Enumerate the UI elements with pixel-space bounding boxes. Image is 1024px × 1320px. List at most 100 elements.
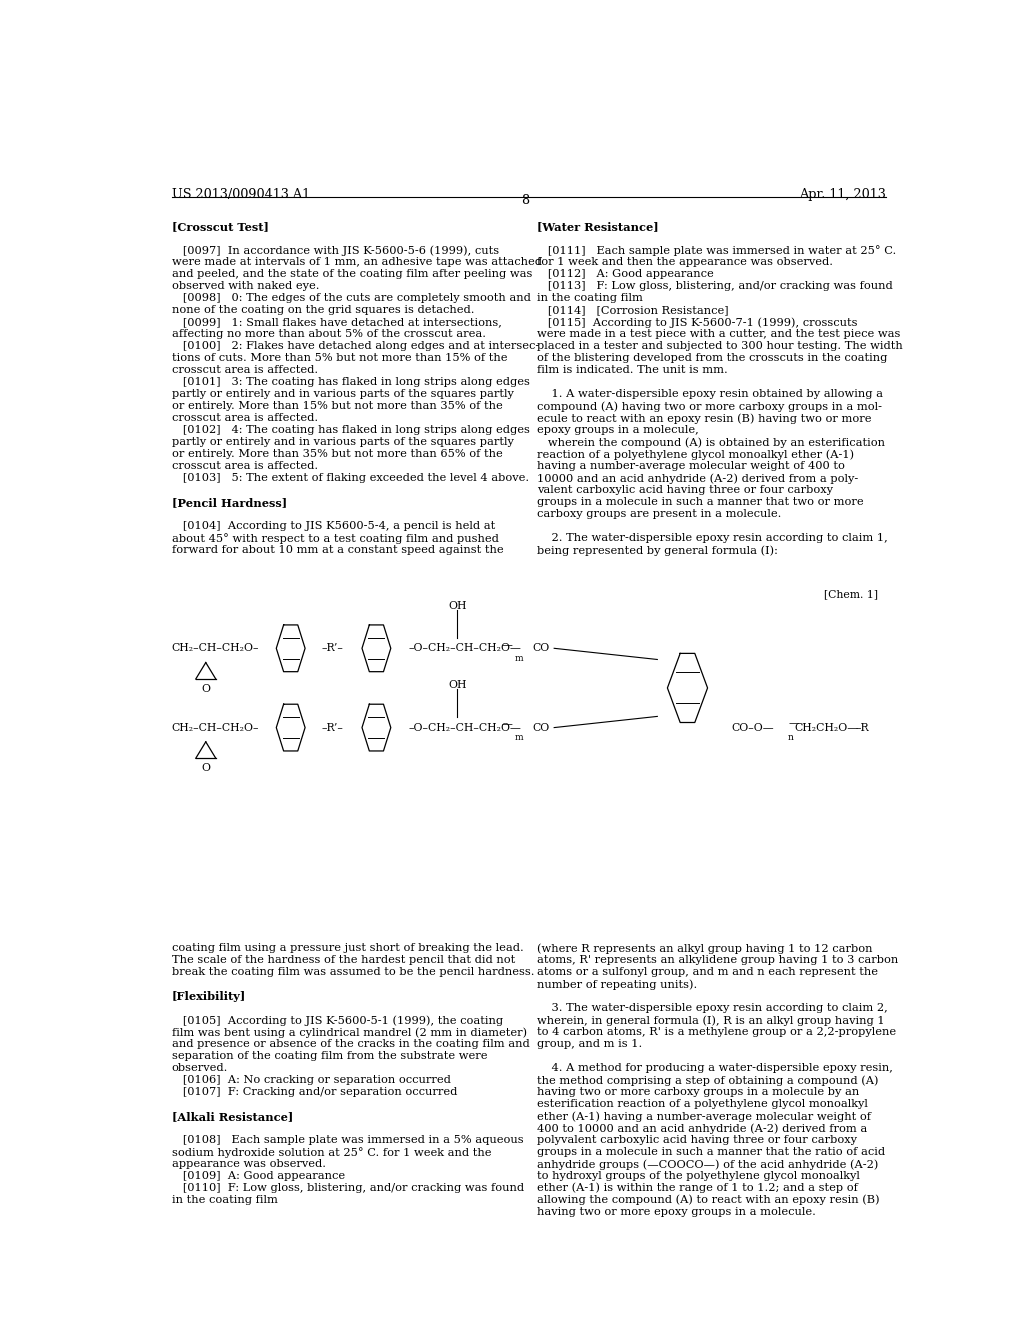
Text: crosscut area is affected.: crosscut area is affected.: [172, 413, 317, 424]
Text: –O–CH₂–CH–CH₂O—: –O–CH₂–CH–CH₂O—: [409, 722, 521, 733]
Text: placed in a tester and subjected to 300 hour testing. The width: placed in a tester and subjected to 300 …: [537, 342, 902, 351]
Text: having two or more epoxy groups in a molecule.: having two or more epoxy groups in a mol…: [537, 1206, 815, 1217]
Text: [0102]   4: The coating has flaked in long strips along edges: [0102] 4: The coating has flaked in long…: [172, 425, 529, 436]
Text: —: —: [788, 718, 799, 729]
Text: –R’–: –R’–: [322, 722, 344, 733]
Text: CO: CO: [531, 722, 549, 733]
Text: CO–O—: CO–O—: [731, 722, 774, 733]
Text: carboxy groups are present in a molecule.: carboxy groups are present in a molecule…: [537, 510, 781, 519]
Text: 400 to 10000 and an acid anhydride (A-2) derived from a: 400 to 10000 and an acid anhydride (A-2)…: [537, 1123, 867, 1134]
Text: CH₂–CH–CH₂O–: CH₂–CH–CH₂O–: [172, 643, 259, 653]
Text: [0107]  F: Cracking and/or separation occurred: [0107] F: Cracking and/or separation occ…: [172, 1086, 457, 1097]
Text: group, and m is 1.: group, and m is 1.: [537, 1039, 642, 1049]
Text: [0111]   Each sample plate was immersed in water at 25° C.: [0111] Each sample plate was immersed in…: [537, 246, 896, 256]
Text: Apr. 11, 2013: Apr. 11, 2013: [799, 189, 886, 202]
Text: ether (A-1) having a number-average molecular weight of: ether (A-1) having a number-average mole…: [537, 1111, 870, 1122]
Text: reaction of a polyethylene glycol monoalkyl ether (A-1): reaction of a polyethylene glycol monoal…: [537, 449, 854, 459]
Text: having a number-average molecular weight of 400 to: having a number-average molecular weight…: [537, 461, 845, 471]
Text: break the coating film was assumed to be the pencil hardness.: break the coating film was assumed to be…: [172, 968, 535, 977]
Text: [0100]   2: Flakes have detached along edges and at intersec-: [0100] 2: Flakes have detached along edg…: [172, 342, 539, 351]
Text: –O–CH₂–CH–CH₂O—: –O–CH₂–CH–CH₂O—: [409, 643, 521, 653]
Text: number of repeating units).: number of repeating units).: [537, 979, 697, 990]
Text: ecule to react with an epoxy resin (B) having two or more: ecule to react with an epoxy resin (B) h…: [537, 413, 871, 424]
Text: polyvalent carboxylic acid having three or four carboxy: polyvalent carboxylic acid having three …: [537, 1135, 857, 1144]
Text: [0112]   A: Good appearance: [0112] A: Good appearance: [537, 269, 714, 280]
Text: being represented by general formula (I):: being represented by general formula (I)…: [537, 545, 777, 556]
Text: the method comprising a step of obtaining a compound (A): the method comprising a step of obtainin…: [537, 1074, 879, 1085]
Text: groups in a molecule in such a manner that the ratio of acid: groups in a molecule in such a manner th…: [537, 1147, 885, 1156]
Text: [Pencil Hardness]: [Pencil Hardness]: [172, 498, 287, 508]
Text: groups in a molecule in such a manner that two or more: groups in a molecule in such a manner th…: [537, 498, 863, 507]
Text: valent carboxylic acid having three or four carboxy: valent carboxylic acid having three or f…: [537, 486, 833, 495]
Text: OH: OH: [449, 601, 467, 611]
Text: tions of cuts. More than 5% but not more than 15% of the: tions of cuts. More than 5% but not more…: [172, 354, 507, 363]
Text: 3. The water-dispersible epoxy resin according to claim 2,: 3. The water-dispersible epoxy resin acc…: [537, 1003, 888, 1012]
Text: of the blistering developed from the crosscuts in the coating: of the blistering developed from the cro…: [537, 354, 887, 363]
Text: 8: 8: [521, 194, 528, 207]
Text: epoxy groups in a molecule,: epoxy groups in a molecule,: [537, 425, 698, 436]
Text: –R’–: –R’–: [322, 643, 344, 653]
Text: [Alkali Resistance]: [Alkali Resistance]: [172, 1111, 293, 1122]
Text: anhydride groups (—COOCO—) of the acid anhydride (A-2): anhydride groups (—COOCO—) of the acid a…: [537, 1159, 878, 1170]
Text: or entirely. More than 35% but not more than 65% of the: or entirely. More than 35% but not more …: [172, 449, 503, 459]
Text: appearance was observed.: appearance was observed.: [172, 1159, 326, 1170]
Text: [Chem. 1]: [Chem. 1]: [824, 589, 878, 599]
Text: esterification reaction of a polyethylene glycol monoalkyl: esterification reaction of a polyethylen…: [537, 1100, 867, 1109]
Text: were made at intervals of 1 mm, an adhesive tape was attached: were made at intervals of 1 mm, an adhes…: [172, 257, 542, 268]
Text: 10000 and an acid anhydride (A-2) derived from a poly-: 10000 and an acid anhydride (A-2) derive…: [537, 474, 858, 484]
Text: (where R represents an alkyl group having 1 to 12 carbon: (where R represents an alkyl group havin…: [537, 942, 872, 953]
Text: [0109]  A: Good appearance: [0109] A: Good appearance: [172, 1171, 345, 1181]
Text: m: m: [514, 653, 523, 663]
Text: in the coating film: in the coating film: [172, 1195, 278, 1205]
Text: O: O: [202, 684, 210, 694]
Text: [0106]  A: No cracking or separation occurred: [0106] A: No cracking or separation occu…: [172, 1074, 451, 1085]
Text: US 2013/0090413 A1: US 2013/0090413 A1: [172, 189, 310, 202]
Text: wherein, in general formula (I), R is an alkyl group having 1: wherein, in general formula (I), R is an…: [537, 1015, 885, 1026]
Text: affecting no more than about 5% of the crosscut area.: affecting no more than about 5% of the c…: [172, 330, 485, 339]
Text: CO: CO: [531, 643, 549, 653]
Text: ether (A-1) is within the range of 1 to 1.2; and a step of: ether (A-1) is within the range of 1 to …: [537, 1183, 857, 1193]
Text: observed with naked eye.: observed with naked eye.: [172, 281, 319, 292]
Text: m: m: [514, 733, 523, 742]
Text: sodium hydroxide solution at 25° C. for 1 week and the: sodium hydroxide solution at 25° C. for …: [172, 1147, 492, 1158]
Text: [0099]   1: Small flakes have detached at intersections,: [0099] 1: Small flakes have detached at …: [172, 317, 502, 327]
Text: to hydroxyl groups of the polyethylene glycol monoalkyl: to hydroxyl groups of the polyethylene g…: [537, 1171, 859, 1181]
Text: The scale of the hardness of the hardest pencil that did not: The scale of the hardness of the hardest…: [172, 956, 515, 965]
Text: film is indicated. The unit is mm.: film is indicated. The unit is mm.: [537, 366, 727, 375]
Text: compound (A) having two or more carboxy groups in a mol-: compound (A) having two or more carboxy …: [537, 401, 882, 412]
Text: none of the coating on the grid squares is detached.: none of the coating on the grid squares …: [172, 305, 474, 315]
Text: for 1 week and then the appearance was observed.: for 1 week and then the appearance was o…: [537, 257, 833, 268]
Text: crosscut area is affected.: crosscut area is affected.: [172, 366, 317, 375]
Text: CH₂CH₂O—: CH₂CH₂O—: [795, 722, 859, 733]
Text: CH₂–CH–CH₂O–: CH₂–CH–CH₂O–: [172, 722, 259, 733]
Text: 1. A water-dispersible epoxy resin obtained by allowing a: 1. A water-dispersible epoxy resin obtai…: [537, 389, 883, 400]
Text: [0114]   [Corrosion Resistance]: [0114] [Corrosion Resistance]: [537, 305, 728, 315]
Text: [0108]   Each sample plate was immersed in a 5% aqueous: [0108] Each sample plate was immersed in…: [172, 1135, 523, 1144]
Text: coating film using a pressure just short of breaking the lead.: coating film using a pressure just short…: [172, 942, 523, 953]
Text: were made in a test piece with a cutter, and the test piece was: were made in a test piece with a cutter,…: [537, 330, 900, 339]
Text: separation of the coating film from the substrate were: separation of the coating film from the …: [172, 1051, 487, 1061]
Text: [0101]   3: The coating has flaked in long strips along edges: [0101] 3: The coating has flaked in long…: [172, 378, 529, 387]
Text: partly or entirely and in various parts of the squares partly: partly or entirely and in various parts …: [172, 437, 513, 447]
Text: [0113]   F: Low gloss, blistering, and/or cracking was found: [0113] F: Low gloss, blistering, and/or …: [537, 281, 893, 292]
Text: atoms or a sulfonyl group, and m and n each represent the: atoms or a sulfonyl group, and m and n e…: [537, 968, 878, 977]
Text: atoms, R' represents an alkylidene group having 1 to 3 carbon: atoms, R' represents an alkylidene group…: [537, 956, 898, 965]
Text: –R: –R: [856, 722, 869, 733]
Text: [0097]  In accordance with JIS K-5600-5-6 (1999), cuts: [0097] In accordance with JIS K-5600-5-6…: [172, 246, 499, 256]
Text: and presence or absence of the cracks in the coating film and: and presence or absence of the cracks in…: [172, 1039, 529, 1049]
Text: —: —: [501, 719, 512, 730]
Text: observed.: observed.: [172, 1063, 228, 1073]
Text: OH: OH: [449, 680, 467, 690]
Text: about 45° with respect to a test coating film and pushed: about 45° with respect to a test coating…: [172, 533, 499, 544]
Text: n: n: [787, 733, 794, 742]
Text: [0105]  According to JIS K-5600-5-1 (1999), the coating: [0105] According to JIS K-5600-5-1 (1999…: [172, 1015, 503, 1026]
Text: [0104]  According to JIS K5600-5-4, a pencil is held at: [0104] According to JIS K5600-5-4, a pen…: [172, 521, 495, 531]
Text: film was bent using a cylindrical mandrel (2 mm in diameter): film was bent using a cylindrical mandre…: [172, 1027, 526, 1038]
Text: or entirely. More than 15% but not more than 35% of the: or entirely. More than 15% but not more …: [172, 401, 503, 412]
Text: O: O: [202, 763, 210, 774]
Text: forward for about 10 mm at a constant speed against the: forward for about 10 mm at a constant sp…: [172, 545, 503, 556]
Text: [0103]   5: The extent of flaking exceeded the level 4 above.: [0103] 5: The extent of flaking exceeded…: [172, 474, 528, 483]
Text: and peeled, and the state of the coating film after peeling was: and peeled, and the state of the coating…: [172, 269, 532, 280]
Text: [Crosscut Test]: [Crosscut Test]: [172, 222, 268, 232]
Text: [Water Resistance]: [Water Resistance]: [537, 222, 658, 232]
